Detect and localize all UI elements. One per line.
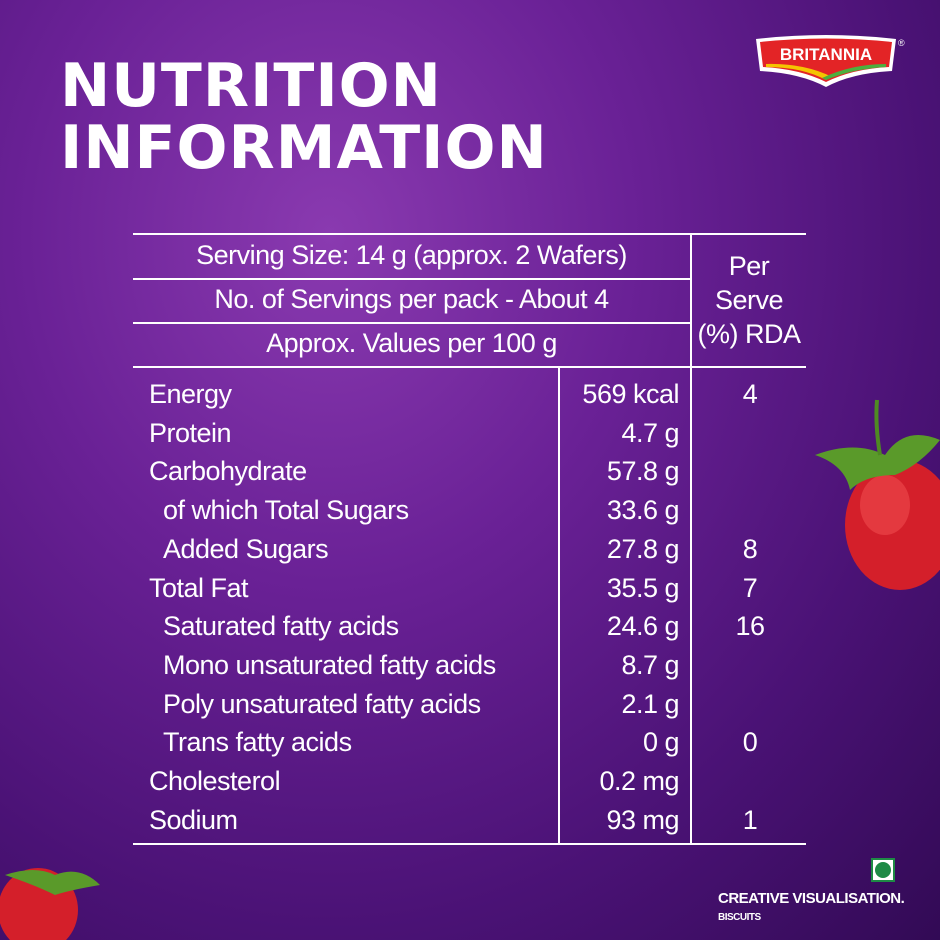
- table-row: Protein 4.7 g: [133, 414, 806, 453]
- category-text: BISCUITS: [718, 912, 761, 923]
- nutrient-value: 8.7 g: [621, 649, 679, 680]
- nutrient-name: Protein: [149, 417, 232, 448]
- rda-header: Per Serve (%) RDA: [692, 249, 806, 351]
- table-row: Added Sugars 27.8 g 8: [133, 530, 806, 569]
- page-title: NUTRITION INFORMATION: [60, 55, 548, 179]
- nutrient-name: Added Sugars: [163, 533, 329, 564]
- britannia-logo: BRITANNIA: [756, 35, 896, 87]
- nutrient-name: Poly unsaturated fatty acids: [163, 688, 481, 719]
- nutrient-value: 93 mg: [606, 804, 679, 835]
- nutrient-name: Mono unsaturated fatty acids: [163, 649, 496, 680]
- footer-disclaimer: CREATIVE VISUALISATION. BISCUITS: [718, 890, 940, 924]
- nutrient-name: Trans fatty acids: [163, 727, 352, 758]
- nutrient-name: Saturated fatty acids: [163, 611, 399, 642]
- table-row: Carbohydrate 57.8 g: [133, 452, 806, 491]
- nutrient-value: 57.8 g: [606, 456, 680, 487]
- title-line-2: INFORMATION: [60, 113, 548, 183]
- svg-text:BRITANNIA: BRITANNIA: [780, 45, 872, 64]
- table-row: Mono unsaturated fatty acids 8.7 g: [133, 646, 806, 685]
- servings-per-pack: No. of Servings per pack - About 4: [214, 284, 609, 314]
- title-line-1: NUTRITION: [60, 51, 442, 121]
- nutrient-name: of which Total Sugars: [163, 495, 409, 526]
- nutrient-rda: 16: [735, 611, 765, 642]
- veg-mark-icon: [871, 858, 895, 882]
- rda-header-line: Serve: [714, 285, 784, 315]
- nutrient-value: 27.8 g: [606, 533, 680, 564]
- table-row: Poly unsaturated fatty acids 2.1 g: [133, 685, 806, 724]
- table-row: Saturated fatty acids 24.6 g 16: [133, 607, 806, 646]
- strawberry-left: [0, 868, 100, 940]
- nutrient-value: 0.2 mg: [599, 766, 679, 796]
- disclaimer-text: CREATIVE VISUALISATION.: [718, 890, 905, 907]
- nutrient-value: 33.6 g: [606, 495, 680, 526]
- table-row: Sodium 93 mg 1: [133, 801, 806, 840]
- nutrient-name: Energy: [149, 379, 232, 409]
- registered-mark: ®: [898, 38, 905, 48]
- nutrient-rda: 1: [742, 804, 758, 835]
- nutrient-name: Cholesterol: [149, 766, 281, 796]
- nutrient-rda: 0: [742, 727, 758, 758]
- nutrition-table: Serving Size: 14 g (approx. 2 Wafers) No…: [133, 233, 806, 845]
- nutrient-rda: 8: [742, 533, 758, 564]
- values-basis: Approx. Values per 100 g: [266, 328, 557, 358]
- nutrient-name: Total Fat: [149, 572, 249, 603]
- table-row: of which Total Sugars 33.6 g: [133, 491, 806, 530]
- table-row: Total Fat 35.5 g 7: [133, 569, 806, 608]
- nutrient-value: 0 g: [642, 727, 680, 758]
- serving-size: Serving Size: 14 g (approx. 2 Wafers): [196, 240, 627, 270]
- nutrient-value: 35.5 g: [606, 572, 680, 603]
- strawberry-right: [815, 399, 940, 590]
- nutrient-value: 569 kcal: [582, 379, 679, 409]
- nutrient-rda: 7: [742, 572, 758, 603]
- nutrient-value: 2.1 g: [621, 688, 679, 719]
- nutrient-rda: 4: [742, 379, 758, 409]
- nutrient-value: 24.6 g: [606, 611, 680, 642]
- table-row: Trans fatty acids 0 g 0: [133, 723, 806, 762]
- table-row: Cholesterol 0.2 mg: [133, 762, 806, 801]
- rda-header-line: Per: [728, 251, 770, 281]
- nutrient-value: 4.7 g: [621, 417, 679, 448]
- rda-header-line: (%) RDA: [697, 319, 802, 349]
- nutrient-name: Sodium: [149, 804, 238, 835]
- table-row: Energy 569 kcal 4: [133, 375, 806, 414]
- nutrient-name: Carbohydrate: [149, 456, 307, 487]
